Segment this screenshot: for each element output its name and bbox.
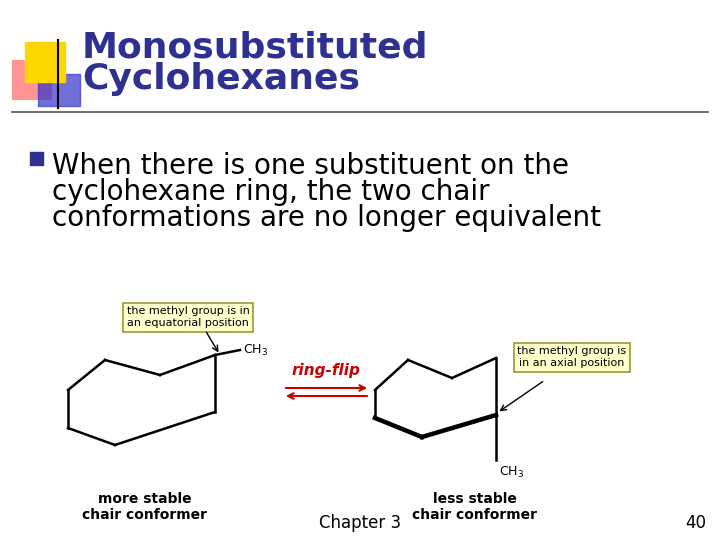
- Text: Monosubstituted: Monosubstituted: [82, 30, 428, 64]
- Bar: [25, 42, 65, 82]
- Text: conformations are no longer equivalent: conformations are no longer equivalent: [52, 204, 601, 232]
- Text: When there is one substituent on the: When there is one substituent on the: [52, 152, 569, 180]
- Text: Cyclohexanes: Cyclohexanes: [82, 62, 360, 96]
- Text: the methyl group is
in an axial position: the methyl group is in an axial position: [518, 346, 626, 368]
- Text: Chapter 3: Chapter 3: [319, 514, 401, 532]
- Text: 40: 40: [685, 514, 706, 532]
- Text: CH$_3$: CH$_3$: [499, 465, 524, 480]
- Bar: [12, 60, 52, 100]
- Bar: [38, 74, 80, 106]
- Text: more stable
chair conformer: more stable chair conformer: [83, 492, 207, 522]
- Text: ring-flip: ring-flip: [292, 363, 361, 378]
- Bar: [30, 152, 43, 165]
- Text: the methyl group is in
an equatorial position: the methyl group is in an equatorial pos…: [127, 306, 249, 328]
- Text: CH$_3$: CH$_3$: [243, 342, 268, 357]
- Text: cyclohexane ring, the two chair: cyclohexane ring, the two chair: [52, 178, 490, 206]
- Text: less stable
chair conformer: less stable chair conformer: [413, 492, 538, 522]
